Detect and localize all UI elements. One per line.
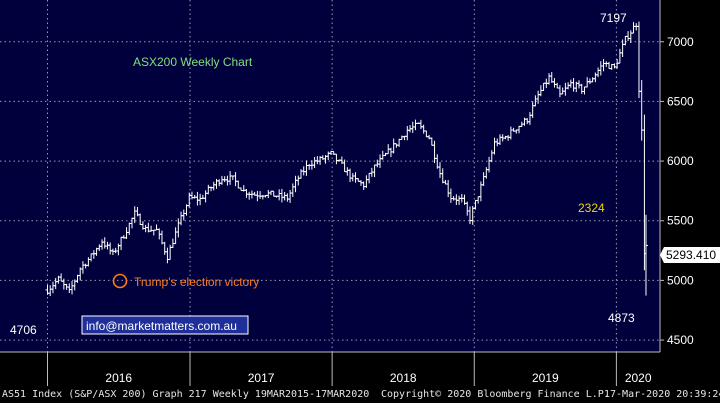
x-tick-label: 2017 [248, 371, 275, 385]
last-price-tag: 5293.410 [660, 247, 720, 263]
x-tick-label: 2018 [390, 371, 417, 385]
y-tick-label: 4500 [667, 333, 694, 347]
election-label: Trump's election victory [134, 275, 259, 289]
drop-label: 2324 [578, 201, 605, 215]
low-2016-label: 4706 [10, 323, 37, 337]
website-label[interactable]: info@marketmatters.com.au [86, 319, 237, 333]
last-price-box [660, 247, 720, 263]
low-2020-label: 4873 [608, 311, 635, 325]
chart-footer: AS51 Index (S&P/ASX 200) Graph 217 Weekl… [0, 386, 720, 403]
footer-ticker: AS51 Index (S&P/ASX 200) Graph 217 Weekl… [2, 389, 370, 400]
y-tick-label: 6000 [667, 154, 694, 168]
footer-copyright: Copyright© 2020 Bloomberg Finance L.P. [381, 389, 610, 400]
last-price-label: 5293.410 [666, 248, 716, 262]
website-box [81, 315, 249, 335]
price-bars [45, 21, 648, 297]
y-tick-label: 7000 [667, 35, 694, 49]
chart-title: ASX200 Weekly Chart [133, 55, 253, 69]
election-marker-circle [112, 273, 128, 289]
plot-area [0, 0, 660, 352]
x-tick-label: 2016 [105, 371, 132, 385]
ohlc-bar [645, 214, 648, 296]
x-tick-label: 2019 [532, 371, 559, 385]
x-tick-label: 2020 [625, 371, 652, 385]
y-tick-label: 5500 [667, 214, 694, 228]
x-axis-ticks: 2016 2017 2018 2019 2020 [47, 352, 652, 386]
y-axis-ticks: 4500 5000 5500 6000 6500 7000 [660, 35, 694, 347]
high-label: 7197 [600, 11, 627, 25]
gridlines [0, 0, 660, 352]
y-tick-label: 6500 [667, 94, 694, 108]
y-tick-label: 5000 [667, 273, 694, 287]
footer-timestamp: 17-Mar-2020 20:39:24 [604, 389, 720, 400]
